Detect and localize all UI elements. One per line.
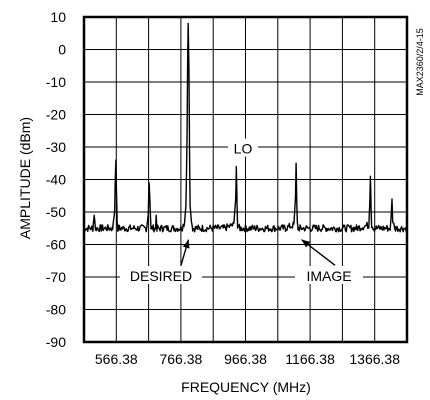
y-tick-label: -30 (46, 139, 66, 155)
plot-frame (82, 15, 409, 344)
y-tick-label: 0 (58, 42, 66, 58)
desired-label: DESIRED (130, 268, 192, 284)
x-axis-title: FREQUENCY (MHz) (181, 379, 311, 395)
desired-label-bg (120, 266, 202, 284)
y-tick-label: -20 (46, 107, 66, 123)
y-tick-label: -50 (46, 204, 66, 220)
grid (84, 16, 407, 343)
x-tick-label: 966.38 (224, 351, 267, 367)
y-tick-label: -80 (46, 302, 66, 318)
y-tick-label: -10 (46, 74, 66, 90)
y-axis-title: AMPLITUDE (dBm) (17, 117, 33, 239)
y-tick-label: -60 (46, 237, 66, 253)
x-tick-labels: 566.38 766.38 966.38 1166.38 1366.38 (95, 351, 400, 367)
lo-label: LO (234, 141, 253, 157)
y-tick-label: -70 (46, 269, 66, 285)
image-arrow-head (301, 239, 311, 248)
x-tick-label: 1166.38 (285, 351, 335, 367)
x-tick-label: 766.38 (159, 351, 202, 367)
x-tick-label: 1366.38 (349, 351, 400, 367)
x-tick-label: 566.38 (95, 351, 138, 367)
y-tick-label: -40 (46, 172, 66, 188)
y-tick-label: 10 (50, 9, 66, 25)
y-tick-label: -90 (46, 334, 66, 350)
spectrum-trace (83, 22, 408, 233)
lo-label-bg (228, 138, 258, 157)
image-label: IMAGE (306, 268, 351, 284)
y-tick-labels: 10 0 -10 -20 -30 -40 -50 -60 -70 -80 -90 (46, 9, 66, 350)
figure-code-label: MAX2360/2/4-15 (415, 28, 425, 96)
image-label-bg (295, 266, 363, 284)
annotations: LO DESIRED IMAGE (120, 138, 363, 284)
desired-arrow-head (182, 239, 190, 249)
